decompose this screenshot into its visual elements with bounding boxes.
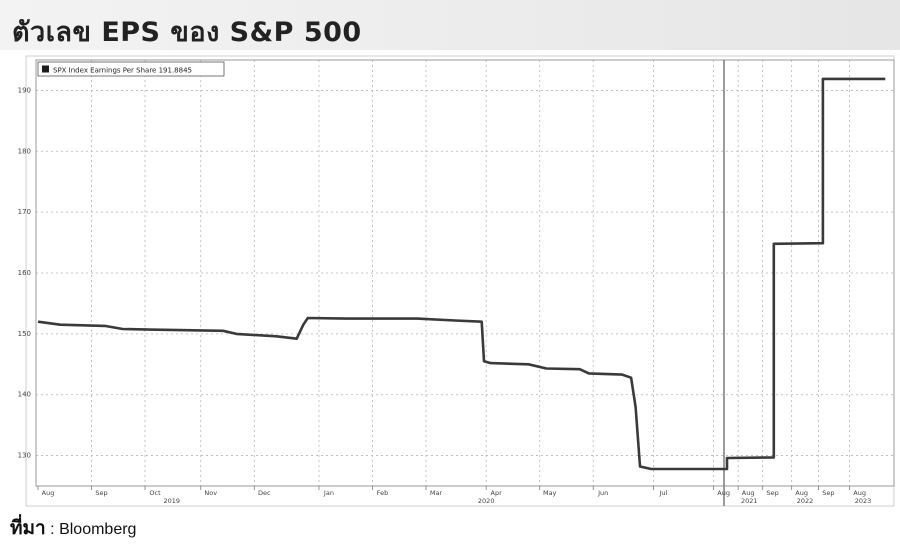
y-tick-label-160: 160	[18, 269, 31, 277]
x-tick-label-11: Jul	[658, 489, 667, 497]
x-tick-label-2: Oct	[149, 489, 161, 497]
x-group-label-2022: 2022	[797, 497, 814, 505]
x-group-label-2023: 2023	[855, 497, 872, 505]
source-name: Bloomberg	[59, 521, 137, 538]
x-tick-label-6: Feb	[377, 489, 389, 497]
source-separator: :	[50, 521, 55, 538]
x-tick-label-10: Jun	[597, 489, 608, 497]
x-tick-label-14: Sep	[767, 489, 779, 497]
eps-chart: 130 140 150 160 170 180 190 Aug Sep Oct Nov Dec Jan…	[18, 55, 895, 507]
x-tick-label-8: Apr	[491, 489, 503, 497]
x-tick-label-12: Aug	[717, 489, 730, 497]
y-tick-label-190: 190	[18, 86, 31, 94]
legend: SPX Index Earnings Per Share 191.8845	[37, 61, 225, 77]
x-group-label-2021: 2021	[741, 497, 758, 505]
x-tick-label-5: Jan	[323, 489, 334, 497]
x-tick-label-16: Sep	[822, 489, 834, 497]
x-tick-label-3: Nov	[204, 489, 217, 497]
x-tick-label-13: Aug	[742, 489, 755, 497]
x-tick-label-9: May	[543, 489, 557, 497]
x-tick-label-1: Sep	[95, 489, 107, 497]
x-tick-label-4: Dec	[258, 489, 271, 497]
y-tick-label-170: 170	[18, 208, 31, 216]
plot-area-border	[35, 59, 895, 487]
series-line-0	[37, 77, 886, 471]
legend-box	[37, 61, 225, 77]
x-tick-label-7: Mar	[430, 489, 443, 497]
y-tick-label-150: 150	[18, 330, 31, 338]
header-bar: ตัวเลข EPS ของ S&P 500	[0, 0, 900, 50]
x-group-label-2019: 2019	[164, 497, 181, 505]
legend-swatch	[42, 65, 49, 73]
chart-frame	[25, 55, 895, 507]
x-tick-label-15: Aug	[795, 489, 808, 497]
x-tick-label-0: Aug	[42, 489, 55, 497]
source-note: ที่มา : Bloomberg	[10, 513, 136, 543]
y-tick-label-140: 140	[18, 391, 31, 399]
y-tick-label-130: 130	[18, 452, 31, 460]
x-group-label-2020: 2020	[478, 497, 495, 505]
source-label: ที่มา	[10, 518, 46, 539]
legend-label: SPX Index Earnings Per Share 191.8845	[53, 67, 192, 75]
page-title: ตัวเลข EPS ของ S&P 500	[12, 17, 362, 48]
y-tick-label-180: 180	[18, 147, 31, 155]
x-tick-label-17: Aug	[853, 489, 866, 497]
